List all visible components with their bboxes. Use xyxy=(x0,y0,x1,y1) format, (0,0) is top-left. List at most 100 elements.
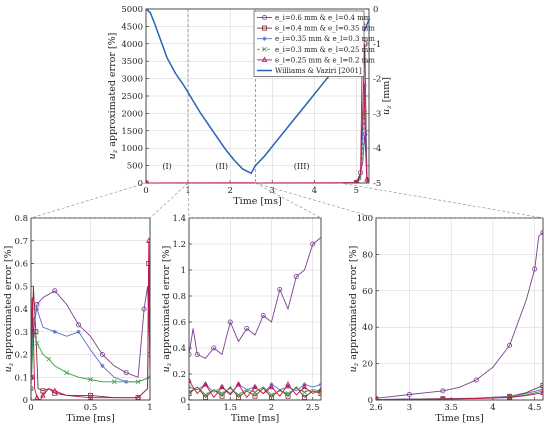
data-point xyxy=(146,179,148,183)
data-point xyxy=(262,46,267,52)
legend: e_i=0.6 mm & e_l=0.4 mm e_i=0.4 mm & e_l=… xyxy=(253,10,375,77)
y-tick-label: 500 xyxy=(127,162,143,172)
x-tick-label: 3 xyxy=(270,186,275,196)
data-point xyxy=(507,394,512,399)
axes-frame xyxy=(30,217,151,401)
data-point xyxy=(194,351,200,357)
data-point xyxy=(540,389,543,395)
x-axis-label: Time [ms] xyxy=(66,413,114,424)
data-point xyxy=(252,389,258,395)
y-axis-label-left: uz approximated error [%] xyxy=(107,33,119,160)
y-right-tick-label: -4 xyxy=(373,144,381,154)
y-right-tick-label: -1 xyxy=(373,40,381,50)
data-point xyxy=(540,382,543,388)
data-point xyxy=(135,394,141,400)
data-point xyxy=(285,381,291,387)
data-point xyxy=(219,383,225,390)
y-tick-label: 4500 xyxy=(121,22,143,32)
legend-entry: e_i=0.35 mm & e_l=0.3 mm xyxy=(275,35,375,43)
data-point xyxy=(362,83,367,88)
data-point xyxy=(76,329,81,334)
series-group xyxy=(376,230,543,400)
series-line-e5 xyxy=(376,392,543,400)
data-point xyxy=(506,394,513,400)
zoom-guide-line xyxy=(149,182,189,219)
series-line-e2 xyxy=(189,386,321,399)
data-point xyxy=(189,390,192,396)
chart-bottom-right: 2.6 3 3.5 4 4.5 0 20 40 60 80 100 Time [ms] uz appro… xyxy=(348,214,544,424)
y-tick-label: 0.8 xyxy=(172,292,186,302)
y-axis-label: uz approximated error [%] xyxy=(348,246,360,373)
data-point xyxy=(261,25,267,31)
plot-area xyxy=(376,218,543,400)
y-tick-label: 4000 xyxy=(121,40,143,50)
data-point xyxy=(34,306,40,312)
y-tick-label: 0 xyxy=(181,396,186,406)
y-tick-label: 1500 xyxy=(121,127,143,137)
data-point xyxy=(31,328,37,334)
data-point xyxy=(318,386,321,392)
series-line-e1 xyxy=(376,232,543,399)
series-group xyxy=(31,237,150,400)
region-label: (III) xyxy=(294,162,310,171)
y-tick-label: 0.4 xyxy=(14,305,28,315)
data-point xyxy=(219,391,225,396)
zoom-guide-line xyxy=(339,182,544,219)
series-line-e5 xyxy=(31,240,150,400)
data-point xyxy=(406,392,412,398)
zoom-guide-line xyxy=(255,182,322,219)
x-axis-label: Time [ms] xyxy=(233,196,281,207)
data-point xyxy=(354,179,359,183)
data-point xyxy=(540,230,543,236)
y-tick-label: 0.6 xyxy=(14,260,28,270)
data-point xyxy=(111,379,117,385)
data-point xyxy=(123,370,129,376)
y-right-tick-label: 0 xyxy=(373,5,378,15)
x-tick-label: 3.5 xyxy=(444,403,458,413)
data-point xyxy=(376,397,379,400)
y-tick-label: 100 xyxy=(357,214,373,224)
data-point xyxy=(262,36,267,41)
legend-entry: e_i=0.3 mm & e_l=0.25 mm xyxy=(275,46,375,54)
series-line-e4 xyxy=(31,331,150,389)
y-tick-label: 0.3 xyxy=(14,328,28,338)
legend-entry: e_i=0.6 mm & e_l=0.4 mm xyxy=(275,14,371,22)
y-tick-label: 3000 xyxy=(121,75,143,85)
x-tick-label: 1 xyxy=(186,403,191,413)
y-tick-label: 0.5 xyxy=(14,282,28,292)
data-point xyxy=(135,379,141,385)
x-tick-label: 0 xyxy=(143,186,148,196)
data-point xyxy=(31,386,34,392)
data-point xyxy=(507,342,513,348)
data-point xyxy=(52,329,57,334)
x-tick-label: 5 xyxy=(354,186,359,196)
data-point xyxy=(203,392,208,398)
y-tick-label: 1.4 xyxy=(172,214,186,224)
y-right-tick-label: -3 xyxy=(373,109,381,119)
x-tick-label: 2.6 xyxy=(369,403,383,413)
data-point xyxy=(260,312,266,318)
y-tick-label: 0.2 xyxy=(172,370,186,380)
x-tick-label: 4 xyxy=(490,403,495,413)
y-tick-label: 1000 xyxy=(121,144,143,154)
data-point xyxy=(87,394,94,400)
data-point xyxy=(261,14,267,20)
data-point xyxy=(31,386,34,392)
data-point xyxy=(318,382,321,387)
y-tick-label: 0.7 xyxy=(14,237,28,247)
plot-area xyxy=(189,218,321,400)
data-point xyxy=(88,377,93,382)
y-tick-label: 60 xyxy=(362,287,373,297)
y-axis-label-right: uz [mm] xyxy=(381,77,393,115)
x-tick-label: 2 xyxy=(269,403,274,413)
y-tick-label: 0.1 xyxy=(14,373,28,383)
data-point xyxy=(189,352,192,357)
data-point xyxy=(99,351,105,357)
data-point xyxy=(269,392,274,398)
y-tick-label: 0.8 xyxy=(14,214,28,224)
series-line-e1 xyxy=(31,286,150,389)
data-point xyxy=(100,363,105,368)
zoom-guide-line xyxy=(30,182,147,219)
data-point xyxy=(301,383,308,390)
